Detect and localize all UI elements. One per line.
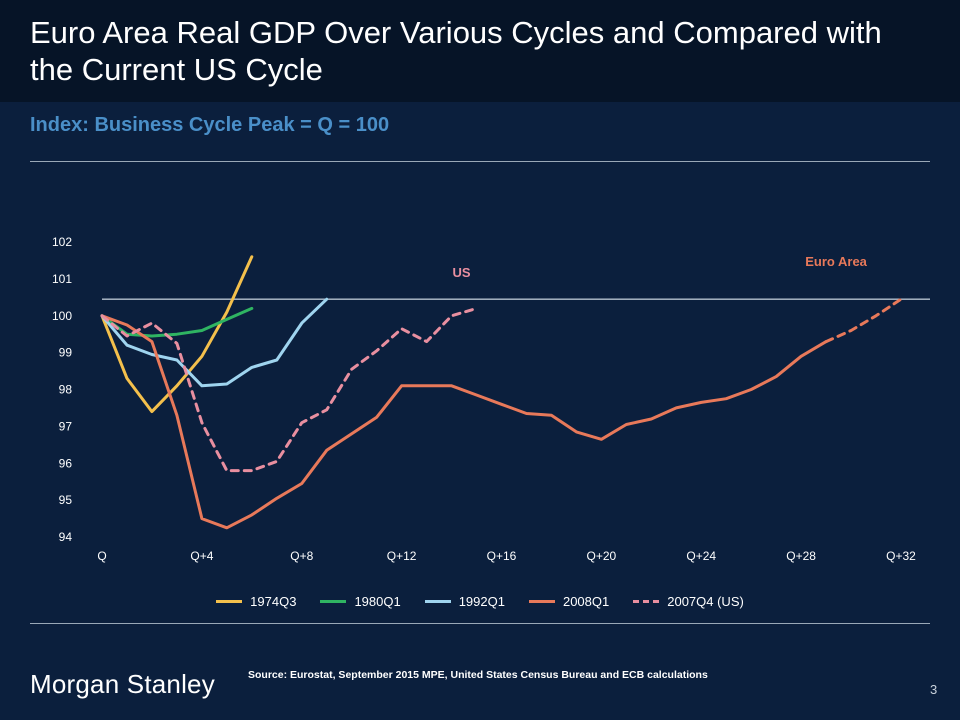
x-tick-label: Q xyxy=(97,549,106,563)
x-tick-label: Q+24 xyxy=(686,549,716,563)
series-line-1980q1 xyxy=(100,306,254,338)
series-line-2007q4-us xyxy=(100,306,478,473)
x-tick-label: Q+8 xyxy=(290,549,313,563)
bottom-divider xyxy=(30,623,930,624)
legend-item: 1980Q1 xyxy=(320,594,401,609)
chart-subtitle: Index: Business Cycle Peak = Q = 100 xyxy=(30,114,390,136)
y-tick-label: 95 xyxy=(59,493,73,507)
x-tick-label: Q+20 xyxy=(587,549,617,563)
chart-annotation: US xyxy=(453,265,471,280)
series-line-1992q1 xyxy=(100,297,329,388)
page-title: Euro Area Real GDP Over Various Cycles a… xyxy=(30,15,882,87)
chart-legend: 1974Q3 1980Q1 1992Q1 2008Q1 2007Q4 (US) xyxy=(0,594,960,609)
legend-label: 1992Q1 xyxy=(458,594,505,609)
y-tick-label: 100 xyxy=(52,309,72,323)
legend-item: 1992Q1 xyxy=(424,594,505,609)
legend-label: 1980Q1 xyxy=(354,594,401,609)
legend-swatch xyxy=(216,600,243,603)
title-bar xyxy=(0,0,960,102)
legend-swatch xyxy=(528,600,555,603)
x-tick-label: Q+16 xyxy=(487,549,517,563)
y-tick-label: 96 xyxy=(59,456,73,470)
source-note: Source: Eurostat, September 2015 MPE, Un… xyxy=(248,669,708,681)
y-tick-label: 99 xyxy=(59,346,73,360)
chart-annotation: Euro Area xyxy=(805,254,867,269)
legend-item: 1974Q3 xyxy=(216,594,296,609)
x-tick-label: Q+12 xyxy=(387,549,417,563)
y-tick-label: 94 xyxy=(59,530,73,544)
legend-label: 1974Q3 xyxy=(250,594,297,609)
page-number: 3 xyxy=(930,682,938,697)
series-line-1974q3 xyxy=(100,255,254,414)
y-tick-label: 102 xyxy=(52,235,72,249)
legend-item: 2008Q1 xyxy=(528,594,610,609)
company-logo: Morgan Stanley xyxy=(30,669,215,699)
legend-label: 2008Q1 xyxy=(562,594,610,609)
legend-label: 2007Q4 (US) xyxy=(667,594,744,609)
y-tick-label: 101 xyxy=(52,272,72,286)
x-tick-label: Q+4 xyxy=(190,549,213,563)
y-tick-label: 97 xyxy=(59,419,73,433)
series-line-2008q1 xyxy=(100,314,828,530)
x-tick-label: Q+32 xyxy=(886,549,916,563)
top-divider xyxy=(30,161,930,162)
legend-swatch xyxy=(424,600,451,603)
legend-swatch xyxy=(320,600,347,603)
series-line-euro-area-projection xyxy=(824,297,903,344)
legend-item: 2007Q4 (US) xyxy=(633,594,744,609)
x-tick-label: Q+28 xyxy=(786,549,816,563)
legend-swatch xyxy=(633,600,660,603)
y-tick-label: 98 xyxy=(59,383,73,397)
